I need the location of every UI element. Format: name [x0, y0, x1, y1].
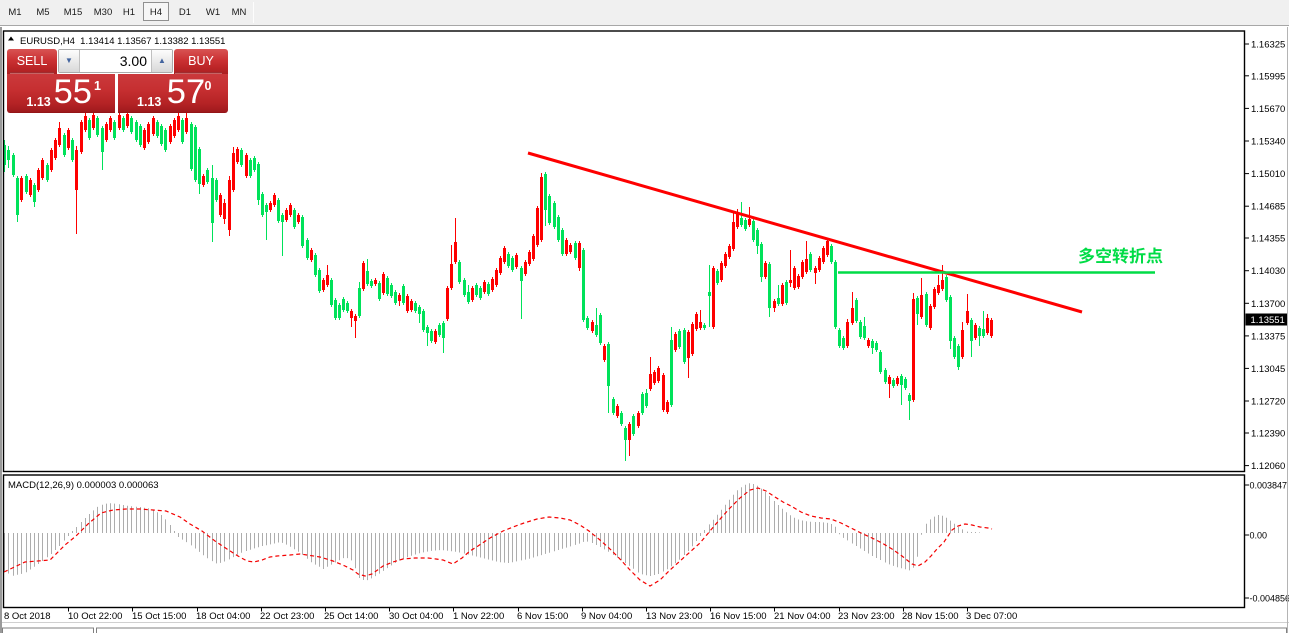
svg-text:1.13551: 1.13551: [1251, 315, 1285, 326]
svg-text:0.00: 0.00: [1250, 531, 1268, 541]
svg-text:MACD(12,26,9) 0.000003 0.00006: MACD(12,26,9) 0.000003 0.000063: [8, 480, 159, 491]
svg-text:8 Oct 2018: 8 Oct 2018: [4, 611, 50, 622]
svg-text:9 Nov 04:00: 9 Nov 04:00: [581, 611, 632, 622]
svg-text:1 Nov 22:00: 1 Nov 22:00: [453, 611, 504, 622]
svg-text:3 Dec 07:00: 3 Dec 07:00: [966, 611, 1017, 622]
svg-text:30 Oct 04:00: 30 Oct 04:00: [389, 611, 443, 622]
svg-text:15 Oct 15:00: 15 Oct 15:00: [132, 611, 186, 622]
svg-text:EURUSD,H4 1.13414 1.13567 1.1: EURUSD,H4 1.13414 1.13567 1.13382 1.1355…: [20, 36, 225, 47]
svg-text:1.14355: 1.14355: [1251, 234, 1285, 245]
svg-text:10 Oct 22:00: 10 Oct 22:00: [68, 611, 122, 622]
svg-text:13 Nov 23:00: 13 Nov 23:00: [646, 611, 703, 622]
svg-text:25 Oct 14:00: 25 Oct 14:00: [324, 611, 378, 622]
svg-text:1.12390: 1.12390: [1251, 429, 1285, 440]
svg-text:21 Nov 04:00: 21 Nov 04:00: [774, 611, 831, 622]
svg-text:18 Oct 04:00: 18 Oct 04:00: [196, 611, 250, 622]
svg-text:22 Oct 23:00: 22 Oct 23:00: [260, 611, 314, 622]
svg-text:1.15995: 1.15995: [1251, 71, 1285, 82]
svg-text:0.003847: 0.003847: [1250, 481, 1288, 491]
svg-text:1.16325: 1.16325: [1251, 40, 1285, 51]
svg-text:-0.004856: -0.004856: [1250, 594, 1289, 604]
svg-text:16 Nov 15:00: 16 Nov 15:00: [710, 611, 767, 622]
svg-text:1.12720: 1.12720: [1251, 397, 1285, 408]
svg-text:28 Nov 15:00: 28 Nov 15:00: [902, 611, 959, 622]
svg-text:1.14685: 1.14685: [1251, 202, 1285, 213]
svg-text:1.12060: 1.12060: [1251, 461, 1285, 472]
svg-text:1.13375: 1.13375: [1251, 331, 1285, 342]
svg-text:1.13700: 1.13700: [1251, 299, 1285, 310]
svg-text:1.15340: 1.15340: [1251, 137, 1285, 148]
svg-text:1.15010: 1.15010: [1251, 169, 1285, 180]
svg-text:6 Nov 15:00: 6 Nov 15:00: [517, 611, 568, 622]
svg-text:1.13045: 1.13045: [1251, 364, 1285, 375]
svg-text:23 Nov 23:00: 23 Nov 23:00: [838, 611, 895, 622]
svg-text:1.14030: 1.14030: [1251, 266, 1285, 277]
svg-text:1.15670: 1.15670: [1251, 104, 1285, 115]
